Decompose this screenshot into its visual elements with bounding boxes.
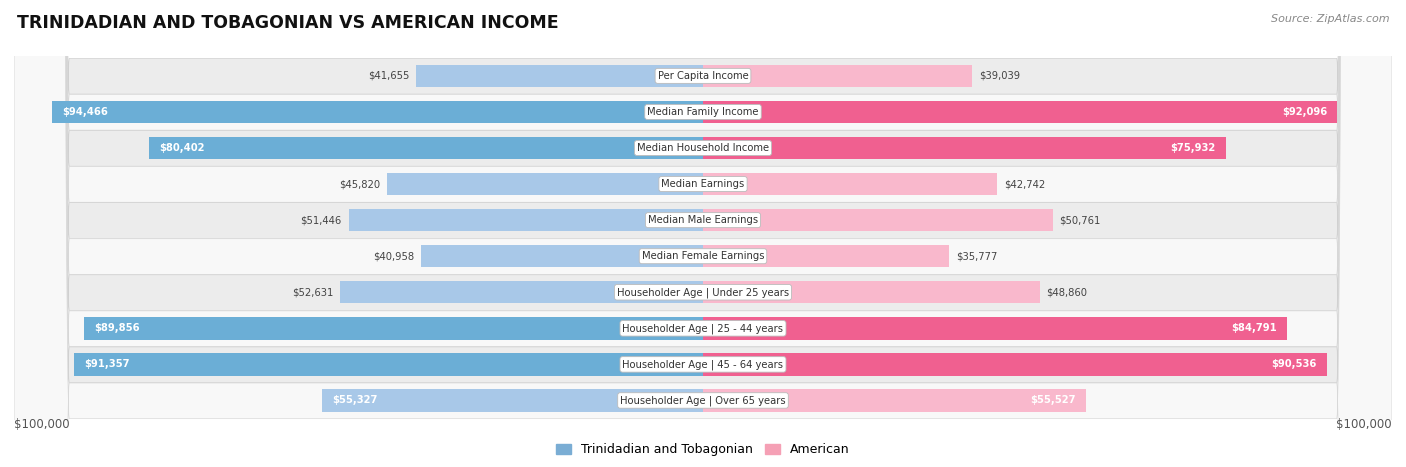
FancyBboxPatch shape: [14, 0, 1392, 467]
Bar: [340, 281, 703, 304]
Text: TRINIDADIAN AND TOBAGONIAN VS AMERICAN INCOME: TRINIDADIAN AND TOBAGONIAN VS AMERICAN I…: [17, 14, 558, 32]
Text: $48,860: $48,860: [1046, 287, 1087, 297]
FancyBboxPatch shape: [14, 0, 1392, 467]
Bar: [703, 281, 1039, 304]
Text: Source: ZipAtlas.com: Source: ZipAtlas.com: [1271, 14, 1389, 24]
Text: $45,820: $45,820: [339, 179, 381, 189]
Bar: [416, 65, 703, 87]
Bar: [322, 389, 703, 411]
Bar: [420, 245, 703, 268]
Text: Householder Age | 25 - 44 years: Householder Age | 25 - 44 years: [623, 323, 783, 333]
Text: $52,631: $52,631: [292, 287, 333, 297]
Text: $35,777: $35,777: [956, 251, 998, 261]
Text: $42,742: $42,742: [1004, 179, 1046, 189]
Text: $84,791: $84,791: [1232, 323, 1277, 333]
Text: Median Earnings: Median Earnings: [661, 179, 745, 189]
Bar: [703, 209, 1053, 231]
FancyBboxPatch shape: [14, 0, 1392, 467]
Text: $75,932: $75,932: [1171, 143, 1216, 153]
Text: $80,402: $80,402: [159, 143, 205, 153]
Text: $91,357: $91,357: [84, 360, 129, 369]
Bar: [73, 353, 703, 375]
Text: Householder Age | Under 25 years: Householder Age | Under 25 years: [617, 287, 789, 297]
Text: $100,000: $100,000: [1336, 418, 1392, 432]
Text: Median Family Income: Median Family Income: [647, 107, 759, 117]
Text: Median Female Earnings: Median Female Earnings: [641, 251, 765, 261]
Bar: [52, 101, 703, 123]
Text: Median Male Earnings: Median Male Earnings: [648, 215, 758, 225]
Bar: [703, 101, 1337, 123]
Text: Per Capita Income: Per Capita Income: [658, 71, 748, 81]
Bar: [387, 173, 703, 195]
Text: $55,327: $55,327: [332, 396, 378, 405]
Bar: [349, 209, 703, 231]
Text: $51,446: $51,446: [301, 215, 342, 225]
FancyBboxPatch shape: [14, 0, 1392, 467]
FancyBboxPatch shape: [14, 0, 1392, 467]
Bar: [703, 245, 949, 268]
Text: $100,000: $100,000: [14, 418, 70, 432]
Text: $39,039: $39,039: [979, 71, 1019, 81]
Legend: Trinidadian and Tobagonian, American: Trinidadian and Tobagonian, American: [551, 439, 855, 461]
Text: Householder Age | Over 65 years: Householder Age | Over 65 years: [620, 395, 786, 406]
FancyBboxPatch shape: [14, 0, 1392, 467]
Bar: [703, 65, 972, 87]
Text: $50,761: $50,761: [1060, 215, 1101, 225]
Text: $41,655: $41,655: [368, 71, 409, 81]
Bar: [703, 353, 1327, 375]
Text: $90,536: $90,536: [1271, 360, 1316, 369]
Bar: [703, 389, 1085, 411]
Text: $92,096: $92,096: [1282, 107, 1327, 117]
FancyBboxPatch shape: [14, 0, 1392, 467]
Text: $94,466: $94,466: [62, 107, 108, 117]
Bar: [703, 137, 1226, 159]
Bar: [703, 173, 997, 195]
Bar: [149, 137, 703, 159]
Text: $40,958: $40,958: [373, 251, 413, 261]
Bar: [703, 317, 1286, 340]
FancyBboxPatch shape: [14, 0, 1392, 467]
Text: $89,856: $89,856: [94, 323, 141, 333]
Text: $55,527: $55,527: [1029, 396, 1076, 405]
Text: Median Household Income: Median Household Income: [637, 143, 769, 153]
Bar: [84, 317, 703, 340]
FancyBboxPatch shape: [14, 0, 1392, 467]
FancyBboxPatch shape: [14, 0, 1392, 467]
Text: Householder Age | 45 - 64 years: Householder Age | 45 - 64 years: [623, 359, 783, 370]
